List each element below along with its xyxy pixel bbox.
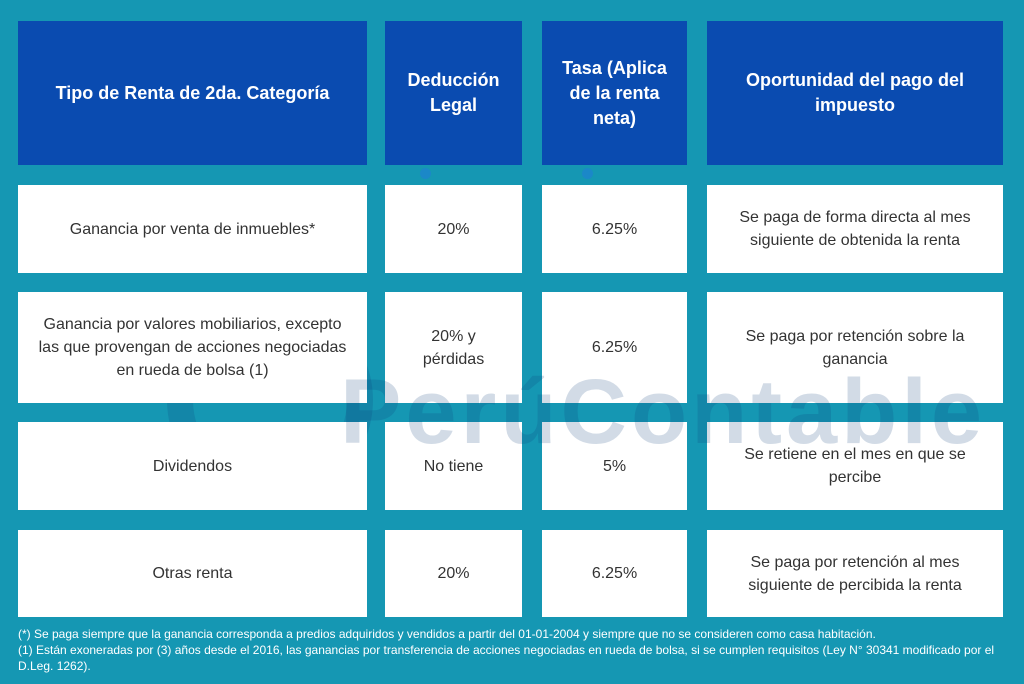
row-2-deduccion: 20% y pérdidas bbox=[385, 292, 522, 403]
row-2-tipo: Ganancia por valores mobiliarios, except… bbox=[18, 292, 367, 403]
header-tipo: Tipo de Renta de 2da. Categoría bbox=[18, 21, 367, 165]
row-1-tipo: Ganancia por venta de inmuebles* bbox=[18, 185, 367, 273]
header-tasa: Tasa (Aplica de la renta neta) bbox=[542, 21, 687, 165]
footnote-1: (1) Están exoneradas por (3) años desde … bbox=[18, 643, 995, 673]
footnotes: (*) Se paga siempre que la ganancia corr… bbox=[18, 626, 1008, 674]
row-1-deduccion: 20% bbox=[385, 185, 522, 273]
row-4-tipo: Otras renta bbox=[18, 530, 367, 617]
small-logo-icon bbox=[420, 168, 431, 179]
row-2-tasa: 6.25% bbox=[542, 292, 687, 403]
row-3-oportunidad: Se retiene en el mes en que se percibe bbox=[707, 422, 1003, 510]
header-oportunidad: Oportunidad del pago del impuesto bbox=[707, 21, 1003, 165]
row-3-tasa: 5% bbox=[542, 422, 687, 510]
row-2-oportunidad: Se paga por retención sobre la ganancia bbox=[707, 292, 1003, 403]
row-3-tipo: Dividendos bbox=[18, 422, 367, 510]
row-4-oportunidad: Se paga por retención al mes siguiente d… bbox=[707, 530, 1003, 617]
row-3-deduccion: No tiene bbox=[385, 422, 522, 510]
row-1-tasa: 6.25% bbox=[542, 185, 687, 273]
small-logo-icon bbox=[582, 168, 593, 179]
row-4-tasa: 6.25% bbox=[542, 530, 687, 617]
row-1-oportunidad: Se paga de forma directa al mes siguient… bbox=[707, 185, 1003, 273]
header-deduccion: Deducción Legal bbox=[385, 21, 522, 165]
row-4-deduccion: 20% bbox=[385, 530, 522, 617]
footnote-asterisk: (*) Se paga siempre que la ganancia corr… bbox=[18, 627, 876, 641]
